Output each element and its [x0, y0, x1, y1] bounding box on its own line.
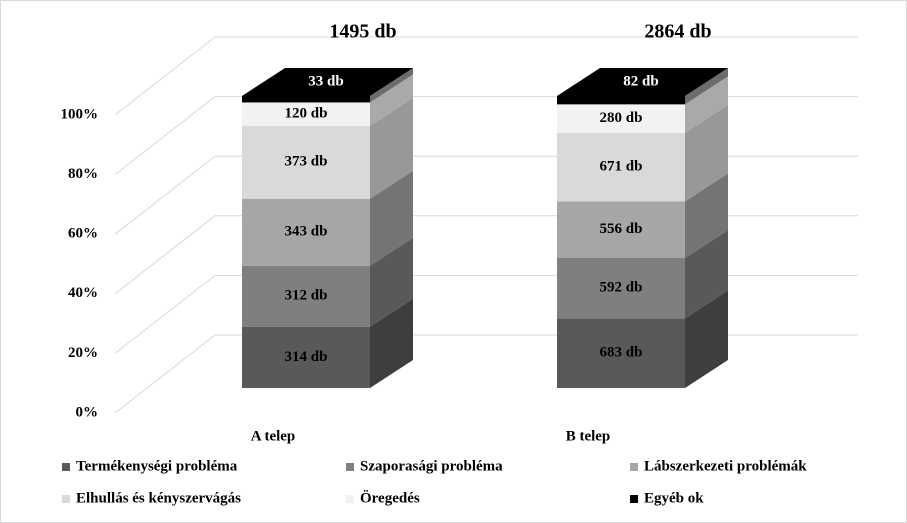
bar-side [370, 68, 413, 103]
y-tick-label: 20% [68, 345, 98, 361]
bar-side [685, 230, 728, 319]
bar-segment [242, 265, 370, 327]
value-label: 120 db [285, 106, 328, 122]
bar-side [685, 290, 728, 388]
legend-swatch [62, 463, 70, 471]
legend-label: Szaporasági probléma [360, 458, 503, 474]
bar-side [685, 76, 728, 133]
grid-line [114, 36, 858, 116]
value-label: 373 db [285, 154, 328, 170]
category-label: B telep [566, 428, 611, 444]
legend-label: Elhullás és kényszervágás [76, 490, 241, 506]
value-label: 33 db [308, 73, 343, 89]
bar-segment [557, 318, 685, 388]
value-label: 343 db [285, 224, 328, 240]
value-label: 592 db [600, 280, 643, 296]
bar-segment [242, 326, 370, 388]
y-tick-label: 40% [68, 285, 98, 301]
y-tick-label: 0% [76, 404, 99, 420]
value-label: 671 db [600, 159, 643, 175]
total-label: 2864 db [644, 21, 711, 43]
bar-side [370, 237, 413, 327]
category-label: A telep [251, 428, 296, 444]
legend-swatch [346, 495, 354, 503]
bar-side [685, 173, 728, 259]
bar-segment [242, 96, 370, 103]
value-label: 312 db [285, 288, 328, 304]
legend-swatch [62, 495, 70, 503]
bar-segment [557, 258, 685, 319]
bar-segment [557, 201, 685, 259]
legend-swatch [346, 463, 354, 471]
bar-top [557, 68, 728, 96]
bar-side [370, 97, 413, 199]
bars: 314 db 312 db 343 db 373 db 120 db 33 db 1495 … [242, 21, 728, 444]
value-label: 683 db [600, 345, 643, 361]
y-tick-label: 100% [61, 106, 99, 122]
bar-side [370, 170, 413, 266]
bar-segment [557, 132, 685, 202]
legend-swatch [630, 463, 638, 471]
y-tick-label: 60% [68, 226, 98, 242]
bar-side [685, 104, 728, 202]
y-tick-label: 80% [68, 166, 98, 182]
legend-label: Termékenységi probléma [76, 458, 238, 474]
bar-segment [242, 125, 370, 199]
bar-segment [557, 96, 685, 105]
bar-top [242, 68, 413, 96]
bar-side [685, 68, 728, 105]
legend-label: Öregedés [360, 489, 420, 506]
bar-segment [242, 198, 370, 266]
value-label: 314 db [285, 349, 328, 365]
total-label: 1495 db [329, 21, 396, 43]
legend-label: Lábszerkezeti problémák [644, 458, 807, 474]
bar-segment [557, 104, 685, 133]
legend-swatch [630, 495, 638, 503]
legend: Termékenységi probléma Szaporasági problé… [62, 458, 807, 506]
bar-side [370, 74, 413, 126]
value-label: 82 db [623, 73, 658, 89]
legend-label: Egyéb ok [644, 490, 704, 506]
value-label: 280 db [600, 110, 643, 126]
value-label: 556 db [600, 221, 643, 237]
bar-side [370, 298, 413, 388]
bar-segment [242, 102, 370, 126]
